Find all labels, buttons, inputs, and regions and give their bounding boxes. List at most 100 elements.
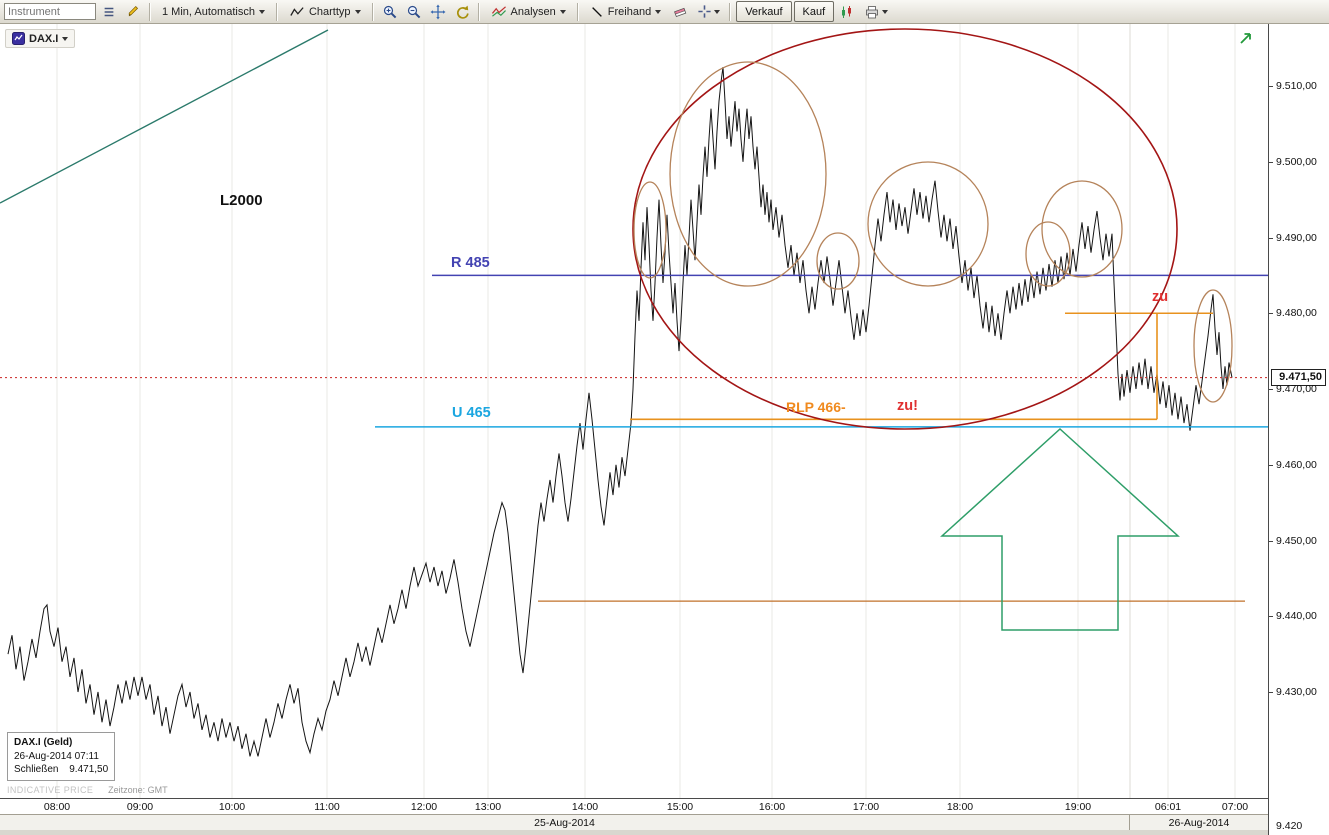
list-icon — [104, 7, 114, 16]
time-axis-label: 06:01 — [1154, 801, 1182, 813]
annotation-text-u465[interactable]: U 465 — [452, 405, 491, 421]
sell-button-label: Verkauf — [745, 5, 783, 18]
price-axis-tick — [1269, 86, 1273, 87]
main-toolbar: 1 Min, Automatisch Charttyp — [0, 0, 1329, 24]
time-axis-label: 10:00 — [218, 801, 246, 813]
price-axis-label: 9.440,00 — [1276, 610, 1317, 623]
annotation-text-zu[interactable]: zu — [1152, 289, 1169, 305]
timezone-label: Zeitzone: GMT — [108, 785, 168, 795]
time-axis-label: 12:00 — [410, 801, 438, 813]
freihand-dropdown[interactable]: Freihand — [584, 2, 667, 21]
bottom-scroll-strip[interactable] — [0, 830, 1268, 835]
instrument-lookup-button[interactable] — [98, 1, 120, 22]
toolbar-separator — [371, 2, 374, 21]
time-axis-label: 09:00 — [126, 801, 154, 813]
chevron-down-icon — [559, 9, 566, 14]
analysis-lines-icon — [491, 6, 506, 17]
highlight-ellipse[interactable] — [1193, 289, 1233, 403]
toolbar-separator — [477, 2, 480, 21]
price-axis-tick — [1269, 389, 1273, 390]
chevron-down-icon — [655, 9, 662, 14]
pan-arrows-icon — [430, 4, 446, 19]
highlight-ellipse[interactable] — [669, 61, 827, 287]
interval-dropdown[interactable]: 1 Min, Automatisch — [156, 2, 271, 21]
pencil-icon — [128, 6, 138, 17]
chart-window-button[interactable] — [836, 1, 858, 22]
time-axis-label: 18:00 — [946, 801, 974, 813]
chart-area[interactable]: DAX.I L2000 R 485 U 465 RLP 466- zu! zu … — [0, 24, 1268, 798]
pan-button[interactable] — [427, 1, 449, 22]
annotation-text-l2000[interactable]: L2000 — [220, 192, 263, 209]
highlight-ellipse[interactable] — [633, 181, 667, 279]
eraser-button[interactable] — [669, 1, 691, 22]
instrument-input[interactable] — [4, 3, 96, 20]
trendline-annotation[interactable] — [0, 29, 329, 204]
zoom-in-button[interactable] — [379, 1, 401, 22]
time-axis-label: 07:00 — [1221, 801, 1249, 813]
toolbar-separator — [729, 2, 732, 21]
time-axis-label: 15:00 — [666, 801, 694, 813]
quote-close-row: Schließen 9.471,50 — [14, 763, 108, 777]
undo-button[interactable] — [451, 1, 473, 22]
interval-label: 1 Min, Automatisch — [162, 5, 255, 18]
charttype-label: Charttyp — [308, 5, 351, 18]
highlight-ellipse[interactable] — [816, 232, 860, 290]
annotation-text-r485[interactable]: R 485 — [451, 255, 490, 271]
print-dropdown[interactable] — [860, 2, 892, 21]
sell-button[interactable]: Verkauf — [736, 1, 792, 22]
eraser-icon — [674, 7, 687, 17]
charttype-dropdown[interactable]: Charttyp — [283, 2, 367, 21]
printer-icon — [866, 5, 879, 18]
date-band-label: 25-Aug-2014 — [534, 817, 595, 829]
zoom-out-button[interactable] — [403, 1, 425, 22]
chevron-down-icon — [62, 36, 69, 41]
up-arrow-annotation[interactable] — [940, 427, 1180, 631]
annotation-text-rlp466[interactable]: RLP 466- — [786, 399, 846, 415]
price-axis-tick — [1269, 313, 1273, 315]
buy-button[interactable]: Kauf — [793, 1, 835, 22]
crosshair-dropdown[interactable] — [693, 2, 724, 21]
indicative-price-note: INDICATIVE PRICE Zeitzone: GMT — [7, 785, 168, 795]
price-axis-label: 9.490,00 — [1276, 231, 1317, 244]
chevron-down-icon — [354, 9, 361, 14]
price-axis-label: 9.450,00 — [1276, 534, 1317, 547]
pencil-button[interactable] — [122, 1, 144, 22]
analysen-dropdown[interactable]: Analysen — [485, 2, 572, 21]
price-axis-label: 9.480,00 — [1276, 307, 1317, 320]
price-axis-label: 9.460,00 — [1276, 458, 1317, 471]
time-axis-label: 19:00 — [1064, 801, 1092, 813]
quote-datetime: 26-Aug-2014 07:11 — [14, 750, 99, 762]
gridlines — [56, 24, 1236, 798]
date-band: 25-Aug-2014 — [0, 815, 1130, 831]
zoom-in-icon — [383, 5, 396, 18]
quote-title: DAX.I (Geld) — [14, 737, 73, 748]
price-axis[interactable]: 9.471,50 9.420 9.510,00 9.500,00 9.490,00 9… — [1268, 24, 1329, 835]
time-axis-label: 13:00 — [474, 801, 502, 813]
quote-close-label: Schließen — [14, 764, 59, 775]
line-chart-icon — [290, 6, 304, 16]
highlight-ellipse-large[interactable] — [632, 28, 1178, 430]
indicative-label: INDICATIVE PRICE — [7, 785, 94, 795]
date-band: 26-Aug-2014 — [1130, 815, 1268, 831]
price-axis-label: 9.510,00 — [1276, 80, 1317, 92]
time-axis[interactable]: 08:00 09:00 10:00 11:00 12:00 13:00 14:00 15:00… — [0, 798, 1268, 814]
price-axis-label: 9.470,00 — [1276, 383, 1317, 395]
price-axis-tick — [1269, 161, 1273, 163]
price-axis-tick — [1269, 237, 1273, 239]
instrument-tab[interactable]: DAX.I — [5, 29, 76, 48]
toolbar-separator — [275, 2, 278, 21]
highlight-ellipse[interactable] — [1041, 180, 1123, 278]
instrument-icon — [12, 32, 25, 45]
quote-close-value: 9.471,50 — [69, 764, 109, 775]
time-axis-label: 16:00 — [758, 801, 786, 813]
highlight-ellipse[interactable] — [1025, 221, 1071, 287]
undo-icon — [456, 5, 469, 19]
instrument-tab-label: DAX.I — [29, 32, 59, 45]
quote-info-box: DAX.I (Geld) 26-Aug-2014 07:11 Schließen… — [7, 732, 116, 781]
toolbar-separator — [576, 2, 579, 21]
price-axis-tick — [1269, 540, 1273, 542]
annotation-text-zu-exclaim[interactable]: zu! — [897, 398, 918, 414]
highlight-ellipse[interactable] — [867, 161, 989, 287]
price-axis-label: 9.500,00 — [1276, 155, 1317, 168]
